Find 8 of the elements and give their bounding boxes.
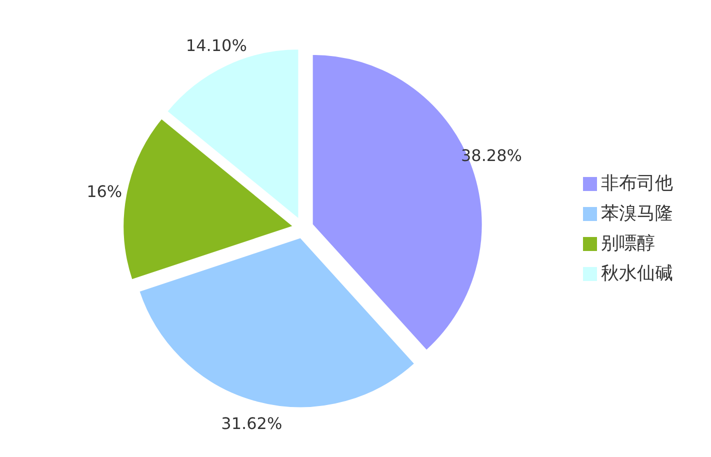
legend-label: 非布司他 (601, 172, 673, 194)
legend-label: 秋水仙碱 (601, 262, 673, 284)
data-label: 38.28% (460, 146, 522, 165)
data-label: 31.62% (221, 414, 282, 433)
data-label: 16% (86, 182, 122, 201)
legend-label: 别嘌醇 (601, 232, 655, 254)
legend-label: 苯溴马隆 (601, 202, 673, 224)
data-label: 14.10% (186, 36, 247, 55)
